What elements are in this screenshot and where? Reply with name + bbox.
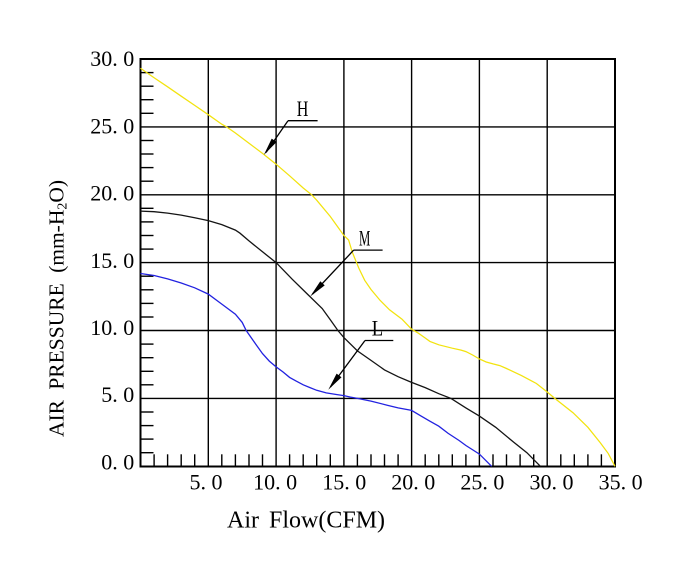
svg-text:10. 0: 10. 0 <box>90 315 134 340</box>
svg-text:5. 0: 5. 0 <box>190 469 223 494</box>
svg-text:30. 0: 30. 0 <box>530 469 574 494</box>
svg-text:25. 0: 25. 0 <box>90 113 134 138</box>
svg-text:10. 0: 10. 0 <box>253 469 297 494</box>
svg-text:25. 0: 25. 0 <box>460 469 504 494</box>
svg-text:M: M <box>359 226 370 250</box>
svg-text:H: H <box>297 98 309 122</box>
svg-text:Air Flow(CFM): Air Flow(CFM) <box>227 508 385 534</box>
svg-text:20. 0: 20. 0 <box>391 469 435 494</box>
svg-text:30. 0: 30. 0 <box>90 46 134 71</box>
svg-text:5. 0: 5. 0 <box>101 382 134 407</box>
svg-text:20. 0: 20. 0 <box>90 181 134 206</box>
svg-text:0. 0: 0. 0 <box>101 449 134 474</box>
svg-text:35. 0: 35. 0 <box>599 469 643 494</box>
svg-text:15. 0: 15. 0 <box>90 248 134 273</box>
svg-text:AIR PRESSURE (mm-H2O): AIR PRESSURE (mm-H2O) <box>45 180 71 437</box>
svg-text:L: L <box>372 317 383 341</box>
svg-text:15. 0: 15. 0 <box>322 469 366 494</box>
